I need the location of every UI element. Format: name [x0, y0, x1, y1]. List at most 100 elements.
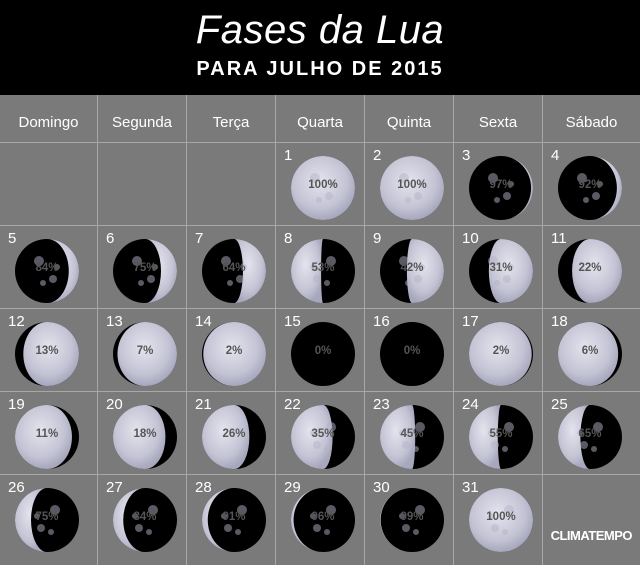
- day-number: 7: [195, 230, 204, 247]
- moon-crater: [488, 173, 498, 183]
- illumination-percent: 0%: [403, 345, 421, 357]
- grid-hline: [0, 474, 640, 475]
- header: Fases da Lua PARA JULHO DE 2015: [0, 0, 640, 95]
- moon-dark-disc: [202, 488, 266, 552]
- moon-crater: [491, 441, 499, 449]
- illumination-percent: 99%: [400, 511, 424, 523]
- grid-hline: [0, 142, 640, 143]
- day-number: 26: [8, 479, 25, 496]
- moon-crater: [488, 513, 494, 519]
- day-number: 18: [551, 313, 568, 330]
- moon-phase-icon: [110, 236, 180, 306]
- moon-lit-area: [113, 488, 145, 552]
- moon-lit-area: [590, 156, 622, 220]
- calendar-day-cell: 27 84%: [98, 475, 187, 557]
- weekday-header-segunda: Segunda: [111, 114, 173, 131]
- moon-phase-icon: [12, 236, 82, 306]
- moon-lit-area: [469, 322, 532, 386]
- moon-crater: [313, 275, 321, 283]
- moon-phase-icon: [466, 236, 536, 306]
- illumination-percent: 100%: [486, 511, 516, 523]
- moon-crater: [325, 192, 333, 200]
- moon-phase-icon: [288, 319, 358, 389]
- moon-phase-icon: [377, 153, 447, 223]
- moon-crater: [324, 529, 330, 535]
- moon-dark-disc: [113, 488, 177, 552]
- moon-dark-disc: [558, 156, 622, 220]
- moon-crater: [413, 446, 419, 452]
- moon-crater: [324, 280, 330, 286]
- calendar-day-cell: 2 100%: [365, 143, 454, 225]
- calendar-day-cell: 13 7%: [98, 309, 187, 391]
- moon-phase-icon: [377, 485, 447, 555]
- moon-crater: [502, 446, 508, 452]
- moon-crater: [405, 280, 411, 286]
- moon-lit-area: [47, 239, 79, 303]
- moon-crater: [491, 524, 499, 532]
- day-number: 14: [195, 313, 212, 330]
- moon-phase-icon: [199, 236, 269, 306]
- illumination-percent: 84%: [133, 511, 157, 523]
- moon-phase-icon: [377, 402, 447, 472]
- grid-vline: [542, 95, 543, 565]
- illumination-percent: 91%: [222, 511, 246, 523]
- day-number: 15: [284, 313, 301, 330]
- moon-lit-area: [15, 405, 72, 469]
- moon-crater: [330, 181, 336, 187]
- moon-phase-icon: [466, 319, 536, 389]
- moon-crater: [221, 256, 231, 266]
- calendar-day-cell: 12 13%: [0, 309, 98, 391]
- day-number: 24: [462, 396, 479, 413]
- weekday-header-domingo: Domingo: [18, 114, 79, 131]
- moon-lit-area: [234, 239, 266, 303]
- calendar-day-cell: 14 2%: [187, 309, 276, 391]
- calendar-day-cell: 8 53%: [276, 226, 365, 308]
- calendar-day-cell: 30 99%: [365, 475, 454, 557]
- day-number: 23: [373, 396, 390, 413]
- illumination-percent: 96%: [311, 511, 335, 523]
- moon-dark-disc: [291, 322, 355, 386]
- illumination-percent: 35%: [311, 428, 335, 440]
- moon-phase-icon: [466, 153, 536, 223]
- moon-crater: [138, 280, 144, 286]
- moon-phase-icon: [555, 236, 625, 306]
- moon-crater: [310, 173, 320, 183]
- moon-crater: [227, 280, 233, 286]
- moon-lit-area: [113, 405, 166, 469]
- moon-crater: [415, 505, 425, 515]
- day-number: 2: [373, 147, 382, 164]
- calendar-day-cell: 16 0%: [365, 309, 454, 391]
- moon-crater: [224, 524, 232, 532]
- moon-lit-area: [202, 488, 234, 552]
- moon-crater: [34, 256, 44, 266]
- moon-phase-icon: [12, 319, 82, 389]
- moon-phase-icon: [12, 402, 82, 472]
- moon-crater: [148, 505, 158, 515]
- moon-lit-area: [488, 239, 533, 303]
- day-number: 19: [8, 396, 25, 413]
- moon-crater: [37, 524, 45, 532]
- calendar-grid: Domingo Segunda Terça Quarta Quinta Sext…: [0, 95, 640, 565]
- illumination-percent: 7%: [136, 345, 154, 357]
- moon-lit-area: [406, 239, 444, 303]
- moon-crater: [235, 529, 241, 535]
- moon-crater: [152, 264, 158, 270]
- moon-crater: [488, 256, 498, 266]
- illumination-percent: 55%: [489, 428, 513, 440]
- day-number: 11: [551, 230, 567, 247]
- moon-crater: [597, 181, 603, 187]
- moon-lit-area: [117, 322, 177, 386]
- day-number: 8: [284, 230, 293, 247]
- moon-phase-icon: [110, 485, 180, 555]
- moon-phase-icon: [199, 402, 269, 472]
- illumination-percent: 100%: [308, 179, 338, 191]
- day-number: 31: [462, 479, 479, 496]
- calendar-day-cell: 21 26%: [187, 392, 276, 474]
- calendar-day-cell: 24 55%: [454, 392, 543, 474]
- moon-dark-disc: [291, 488, 355, 552]
- moon-lit-area: [380, 156, 444, 220]
- illumination-percent: 75%: [133, 262, 157, 274]
- day-number: 3: [462, 147, 471, 164]
- moon-lit-area: [558, 405, 590, 469]
- moon-crater: [419, 181, 425, 187]
